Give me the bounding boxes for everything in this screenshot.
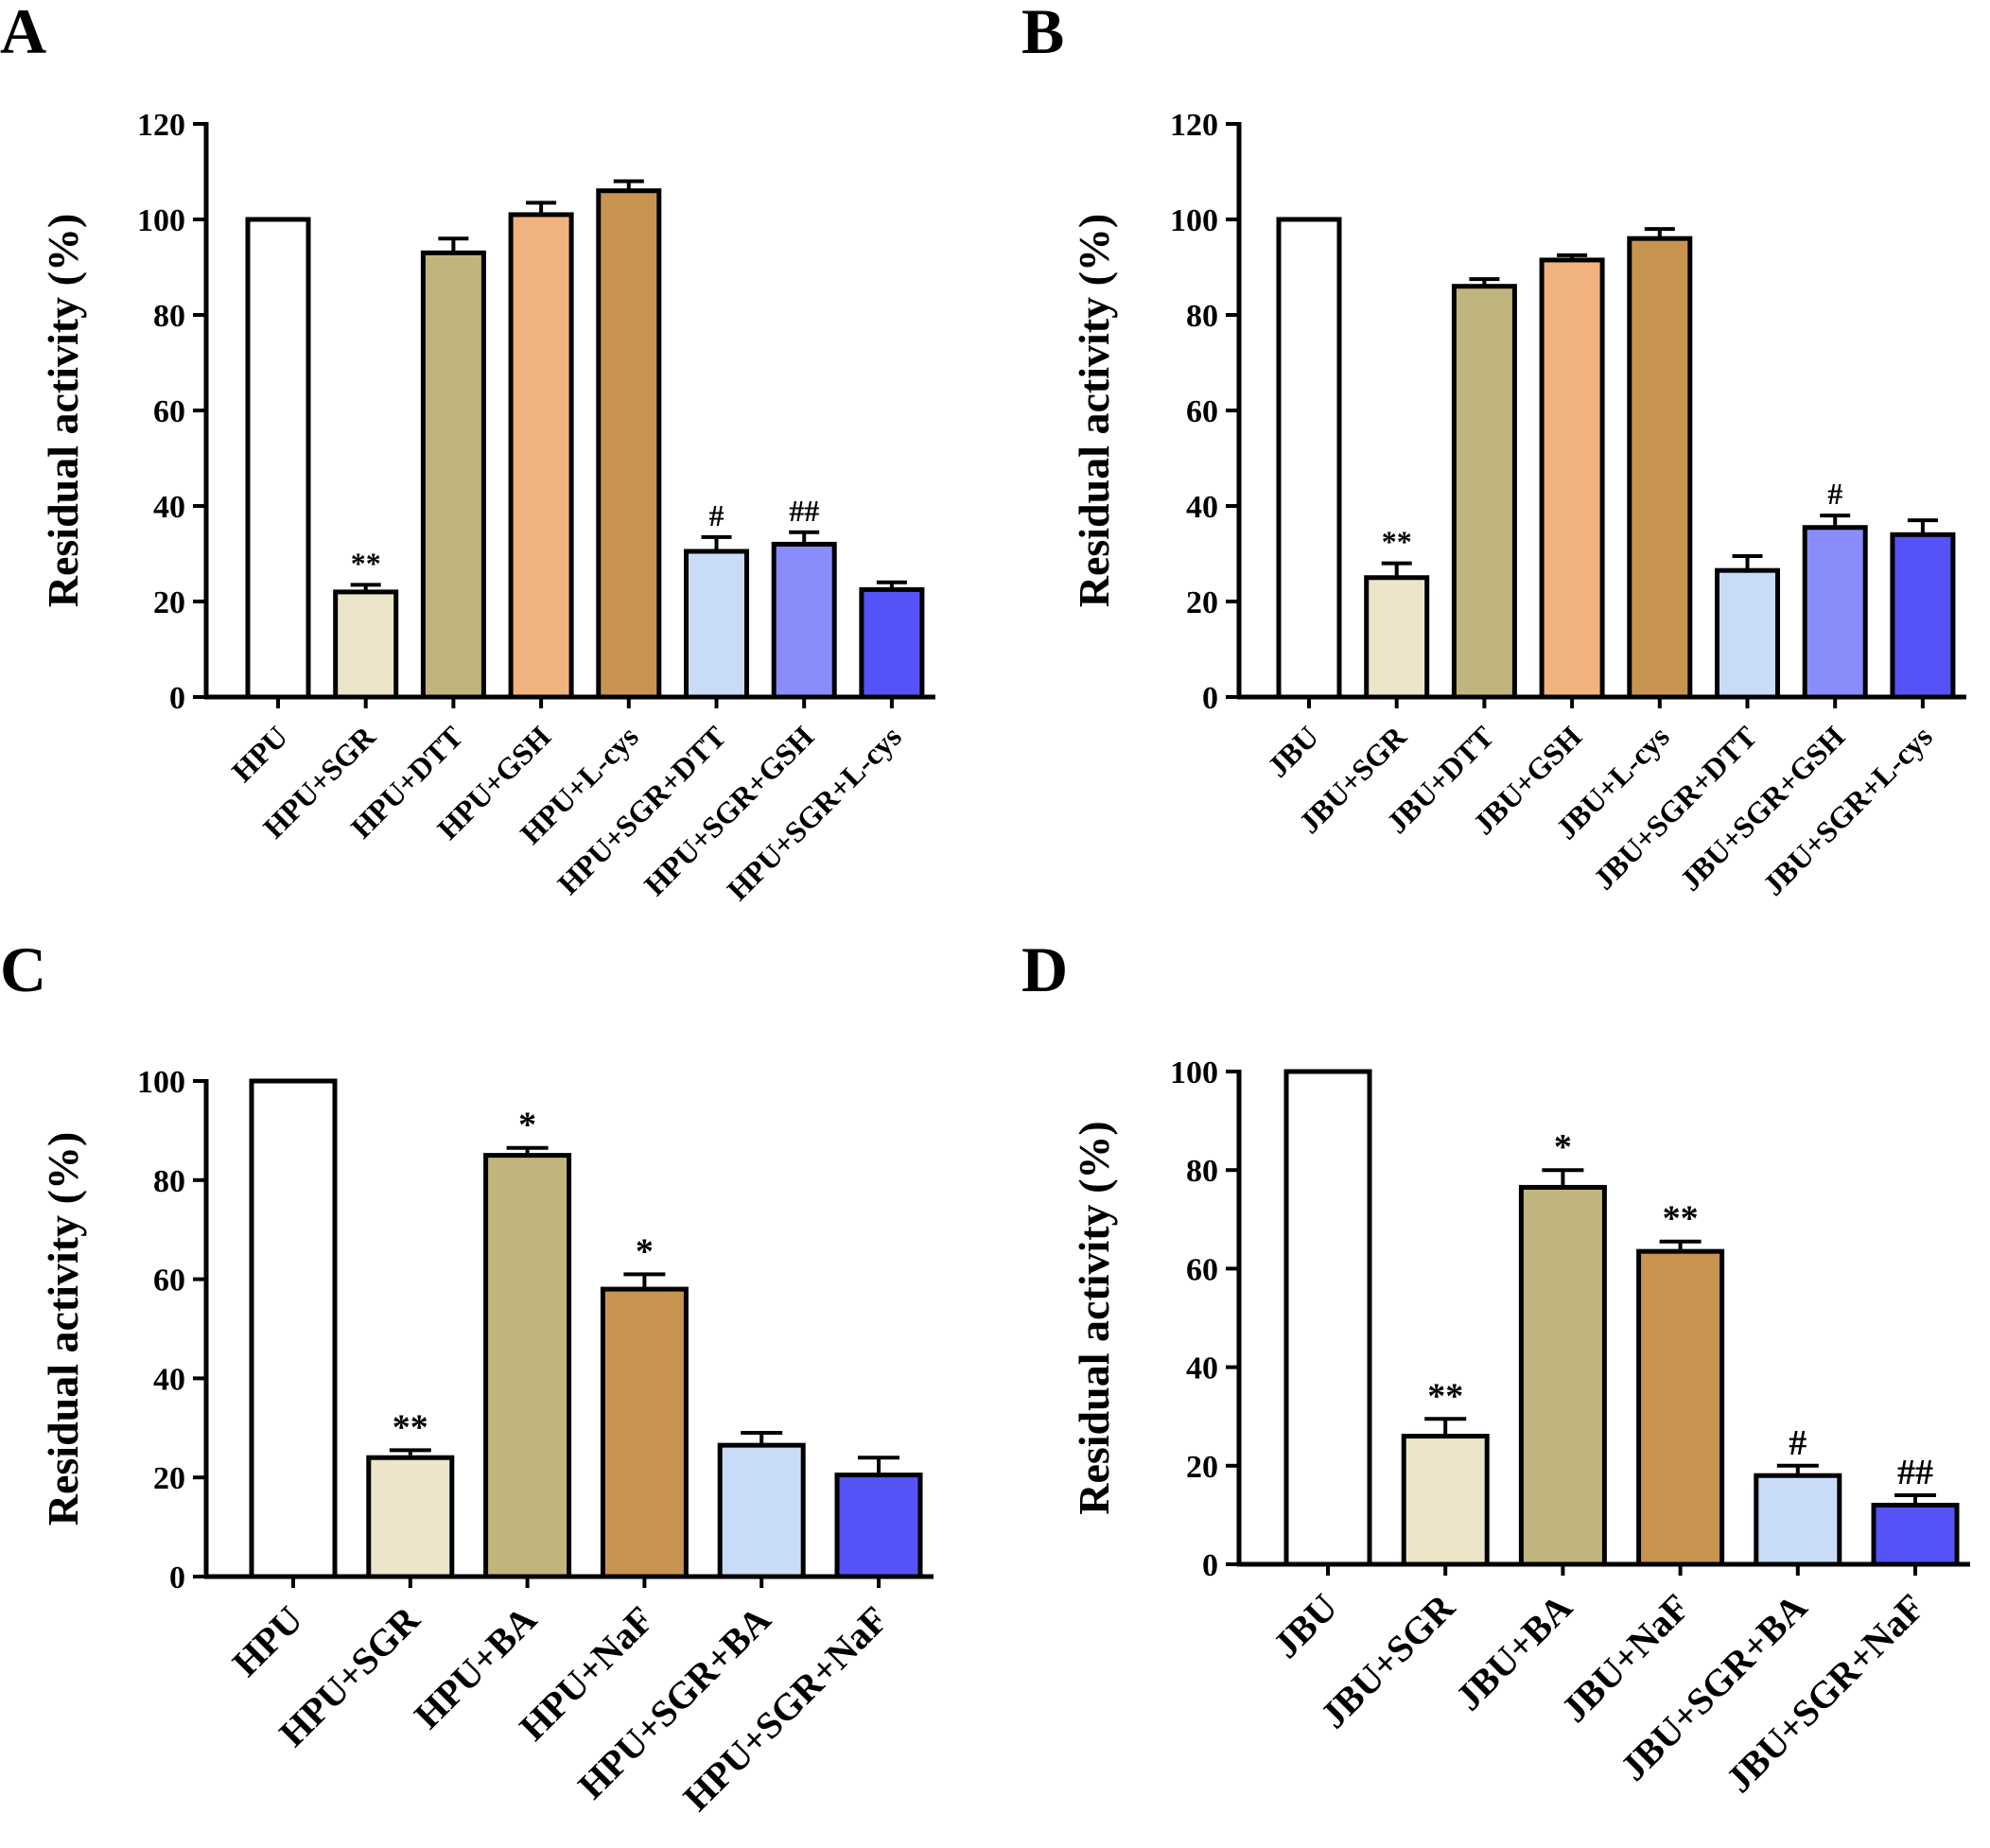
bar-6 bbox=[834, 1473, 923, 1579]
y-axis-title: Residual activity (%) bbox=[1070, 1121, 1118, 1515]
bar-1 bbox=[1276, 217, 1342, 700]
category-label-6: JBU+SGR+NaF bbox=[1718, 1586, 1932, 1801]
bar-3 bbox=[420, 250, 486, 700]
significance-mark-6: ## bbox=[1897, 1453, 1933, 1492]
y-tick-label-40: 40 bbox=[153, 490, 185, 525]
significance-mark-4: * bbox=[636, 1231, 654, 1271]
y-tick-label-100: 100 bbox=[137, 203, 185, 238]
panel-letter: A bbox=[0, 0, 46, 67]
bar-5 bbox=[596, 188, 662, 700]
y-tick-label-60: 60 bbox=[153, 1264, 185, 1299]
bar-1 bbox=[245, 217, 311, 700]
significance-mark-4: ** bbox=[1663, 1199, 1699, 1239]
bar-6 bbox=[1715, 567, 1780, 700]
category-label-6: HPU+SGR+NaF bbox=[675, 1598, 897, 1820]
bar-6 bbox=[1871, 1502, 1960, 1567]
bar-6 bbox=[684, 549, 749, 700]
y-tick-label-120: 120 bbox=[1170, 108, 1218, 143]
category-label-1: HPU bbox=[225, 719, 294, 788]
category-label-6: JBU+SGR+DTT bbox=[1586, 719, 1763, 896]
bar-5 bbox=[1627, 235, 1693, 700]
y-axis-title: Residual activity (%) bbox=[39, 214, 87, 608]
significance-mark-5: # bbox=[1789, 1423, 1807, 1463]
y-tick-label-80: 80 bbox=[153, 299, 185, 334]
bar-8 bbox=[859, 586, 925, 700]
bar-8 bbox=[1890, 532, 1956, 700]
y-tick-label-80: 80 bbox=[153, 1164, 185, 1199]
bar-2 bbox=[1401, 1434, 1490, 1567]
y-tick-label-0: 0 bbox=[1202, 681, 1218, 716]
bar-1 bbox=[249, 1078, 338, 1579]
y-tick-label-120: 120 bbox=[137, 108, 185, 143]
y-tick-label-60: 60 bbox=[153, 394, 185, 429]
significance-mark-2: ** bbox=[393, 1407, 428, 1447]
significance-mark-3: * bbox=[518, 1106, 536, 1145]
y-tick-label-0: 0 bbox=[169, 681, 185, 716]
significance-mark-2: ** bbox=[1382, 525, 1412, 559]
bar-3 bbox=[1451, 284, 1517, 700]
bar-4 bbox=[508, 212, 574, 700]
y-tick-label-80: 80 bbox=[1186, 1154, 1218, 1189]
category-label-1: JBU bbox=[1261, 719, 1325, 783]
significance-mark-2: ** bbox=[1427, 1376, 1463, 1416]
y-tick-label-20: 20 bbox=[1186, 585, 1218, 620]
y-tick-label-0: 0 bbox=[1202, 1548, 1218, 1583]
y-tick-label-100: 100 bbox=[137, 1065, 185, 1100]
bar-5 bbox=[717, 1442, 806, 1579]
bar-3 bbox=[483, 1153, 572, 1579]
bar-3 bbox=[1518, 1184, 1607, 1567]
significance-mark-6: # bbox=[709, 498, 724, 532]
bar-5 bbox=[1754, 1473, 1842, 1567]
bar-2 bbox=[1364, 575, 1430, 700]
y-tick-label-20: 20 bbox=[1186, 1450, 1218, 1485]
significance-mark-7: # bbox=[1827, 477, 1842, 511]
panel-letter: B bbox=[1021, 0, 1064, 67]
bar-2 bbox=[366, 1455, 455, 1579]
category-label-1: JBU bbox=[1265, 1586, 1345, 1666]
y-tick-label-40: 40 bbox=[1186, 1351, 1218, 1386]
y-tick-label-80: 80 bbox=[1186, 299, 1218, 334]
y-axis-title: Residual activity (%) bbox=[39, 1132, 87, 1526]
bar-1 bbox=[1283, 1069, 1372, 1567]
bar-4 bbox=[1539, 257, 1605, 700]
significance-mark-2: ** bbox=[351, 546, 381, 580]
y-tick-label-40: 40 bbox=[1186, 490, 1218, 525]
bar-4 bbox=[1636, 1248, 1725, 1567]
significance-mark-3: * bbox=[1554, 1127, 1572, 1167]
y-tick-label-60: 60 bbox=[1186, 1252, 1218, 1287]
bar-7 bbox=[771, 541, 837, 700]
y-tick-label-100: 100 bbox=[1170, 1055, 1218, 1090]
y-tick-label-60: 60 bbox=[1186, 394, 1218, 429]
bar-4 bbox=[600, 1286, 689, 1579]
category-label-1: HPU bbox=[224, 1598, 311, 1685]
significance-mark-7: ## bbox=[789, 494, 819, 528]
y-axis-title: Residual activity (%) bbox=[1070, 214, 1118, 608]
bar-2 bbox=[333, 589, 399, 700]
y-tick-label-20: 20 bbox=[153, 1461, 185, 1496]
bar-7 bbox=[1802, 525, 1868, 700]
y-tick-label-100: 100 bbox=[1170, 203, 1218, 238]
panel-letter: C bbox=[0, 933, 46, 1005]
y-tick-label-40: 40 bbox=[153, 1362, 185, 1397]
y-tick-label-20: 20 bbox=[153, 585, 185, 620]
y-tick-label-0: 0 bbox=[169, 1560, 185, 1595]
panel-letter: D bbox=[1021, 933, 1068, 1005]
